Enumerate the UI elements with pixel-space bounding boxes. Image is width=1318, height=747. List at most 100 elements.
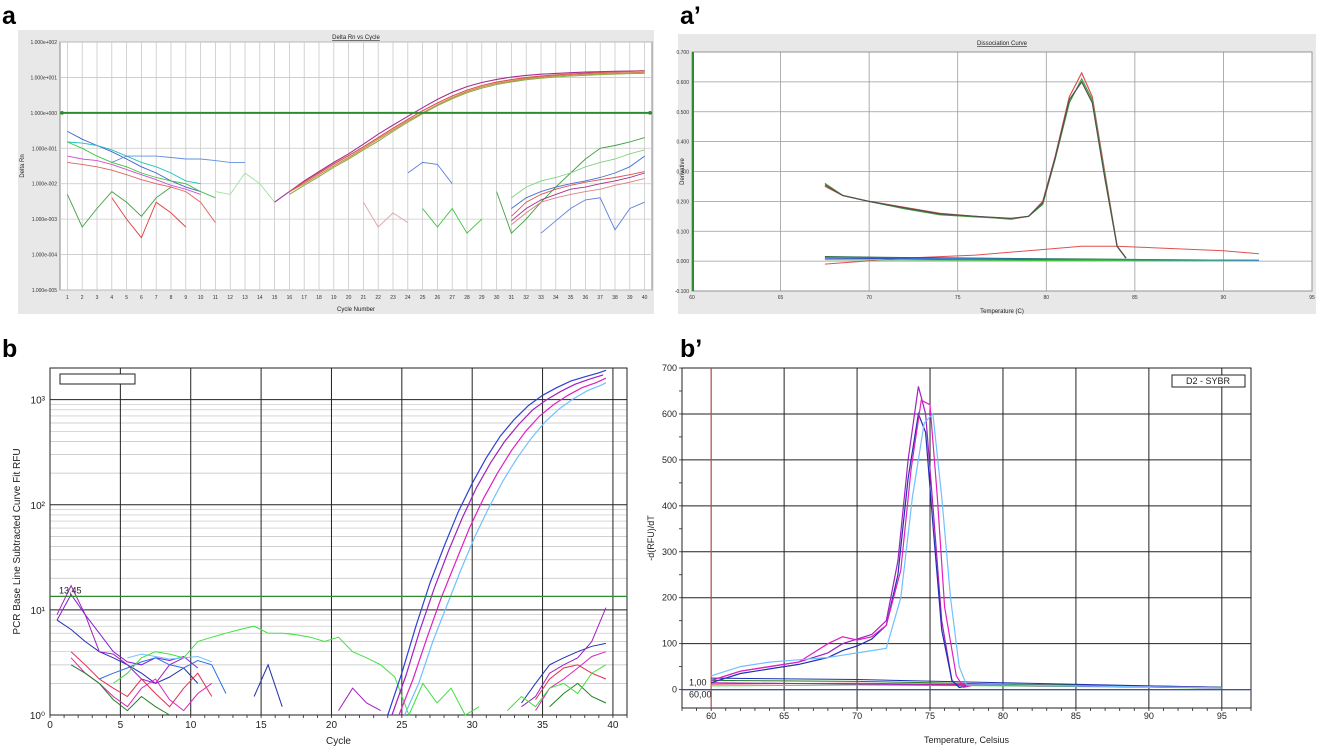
x-tick-label: 35 (568, 295, 574, 301)
amplification-series-line (398, 377, 607, 716)
chart-title: Dissociation Curve (977, 41, 1028, 47)
noise-series-line (511, 171, 645, 217)
x-tick-label: 1 (66, 295, 69, 301)
x-tick-label: 19 (331, 295, 337, 301)
noise-series-line (67, 161, 216, 223)
noise-series-line (407, 161, 453, 184)
y-tick-label: 0 (672, 685, 677, 695)
y-tick-label: 10² (31, 501, 46, 512)
y-axis-label: -d(RFU)/dT (646, 515, 656, 561)
noise-series-line (511, 149, 645, 199)
x-axis-label: Temperature, Celsius (924, 735, 1010, 745)
noise-series-line (127, 653, 212, 663)
noise-series-line (111, 155, 245, 163)
annotation-label: 60,00 (689, 690, 712, 700)
y-tick-label: 0.500 (676, 110, 689, 116)
noise-series-line (540, 197, 645, 234)
x-tick-label: 9 (184, 295, 187, 301)
noise-series-line (70, 651, 213, 708)
x-tick-label: 95 (1309, 295, 1315, 301)
y-tick-label: 1.000e-002 (32, 182, 58, 188)
x-tick-label: 27 (449, 295, 455, 301)
y-tick-label: 0.700 (676, 50, 689, 56)
noise-series-line (338, 687, 381, 712)
x-tick-label: 18 (316, 295, 322, 301)
x-tick-label: 10 (198, 295, 204, 301)
legend-entry-label: D2 - SYBR (1186, 376, 1231, 386)
x-tick-label: 85 (1132, 295, 1138, 301)
x-tick-label: 95 (1217, 711, 1227, 721)
y-tick-label: 600 (662, 409, 677, 419)
chart-pcr-amplification: 0 5 10 15 20 25 30 35 40 10⁰ 10¹ 10² 10³ Cycle PCR Bas… (12, 367, 628, 747)
x-tick-label: 16 (287, 295, 293, 301)
noise-series-line (511, 172, 645, 222)
amplification-series-line (289, 71, 645, 193)
x-tick-label: 75 (925, 711, 935, 721)
noise-series-line (363, 201, 409, 228)
chart-title: Delta Rn vs Cycle (332, 35, 380, 41)
x-tick-label: 32 (523, 295, 529, 301)
noise-series-line (67, 155, 201, 195)
x-tick-label: 21 (361, 295, 367, 301)
threshold-value-label: 13,45 (59, 585, 82, 595)
y-tick-label: 10³ (31, 396, 46, 407)
y-tick-label: 0.400 (676, 140, 689, 146)
noise-series-line (111, 197, 187, 239)
noise-series-line (549, 682, 607, 708)
x-tick-label: 85 (1071, 711, 1081, 721)
x-tick-label: 6 (140, 295, 143, 301)
chart-dissociation-curve: 60 65 70 75 80 85 90 95 -0.100 0.000 0.100 0.200 0.3… (675, 34, 1316, 315)
x-tick-label: 17 (301, 295, 307, 301)
x-tick-label: 5 (125, 295, 128, 301)
x-tick-label: 20 (326, 720, 338, 731)
noise-series-line (507, 664, 607, 711)
x-tick-label: 38 (612, 295, 618, 301)
melt-peak-series-line (824, 80, 1127, 259)
baseline-series-line (824, 245, 1259, 265)
x-tick-label: 15 (272, 295, 278, 301)
x-tick-label: 35 (537, 720, 549, 731)
y-tick-label: 0.100 (676, 229, 689, 235)
noise-series-line (521, 607, 607, 708)
x-tick-label: 12 (227, 295, 233, 301)
baseline-series-line (711, 677, 1222, 688)
x-tick-label: 23 (390, 295, 396, 301)
noise-series-line (99, 657, 227, 694)
x-tick-label: 37 (597, 295, 603, 301)
amplification-series-line (391, 374, 604, 716)
y-tick-label: 200 (662, 593, 677, 603)
x-tick-label: 90 (1144, 711, 1154, 721)
x-tick-label: 39 (627, 295, 633, 301)
legend-box (59, 373, 136, 385)
y-tick-label: 1.000e+001 (30, 75, 57, 81)
x-tick-label: 70 (866, 295, 872, 301)
y-tick-label: 10⁰ (30, 711, 45, 722)
y-tick-label: 1.000e-005 (32, 288, 58, 294)
noise-series-line (56, 584, 184, 684)
noise-series-line (511, 178, 645, 225)
noise-series-line (113, 625, 480, 717)
x-tick-label: 30 (467, 720, 479, 731)
y-tick-label: 1.000e-004 (32, 253, 58, 259)
x-tick-label: 65 (778, 295, 784, 301)
noise-series-line (67, 141, 201, 185)
x-tick-label: 20 (346, 295, 352, 301)
y-tick-label: 400 (662, 501, 677, 511)
x-tick-label: 3 (96, 295, 99, 301)
x-axis-label: Temperature (C) (980, 309, 1024, 315)
x-tick-label: 26 (435, 295, 441, 301)
x-tick-label: 4 (110, 295, 113, 301)
x-tick-label: 60 (706, 711, 716, 721)
x-tick-label: 8 (170, 295, 173, 301)
noise-series-line (67, 141, 216, 199)
x-tick-label: 0 (47, 720, 53, 731)
melt-peak-series-line (711, 412, 1222, 689)
x-tick-label: 30 (494, 295, 500, 301)
melt-peak-series-line (711, 386, 1222, 689)
threshold-handle (648, 111, 652, 115)
noise-series-line (56, 593, 199, 669)
melt-peak-series-line (711, 411, 1222, 689)
y-tick-label: 100 (662, 639, 677, 649)
y-tick-label: 700 (662, 363, 677, 373)
noise-series-line (422, 207, 483, 234)
